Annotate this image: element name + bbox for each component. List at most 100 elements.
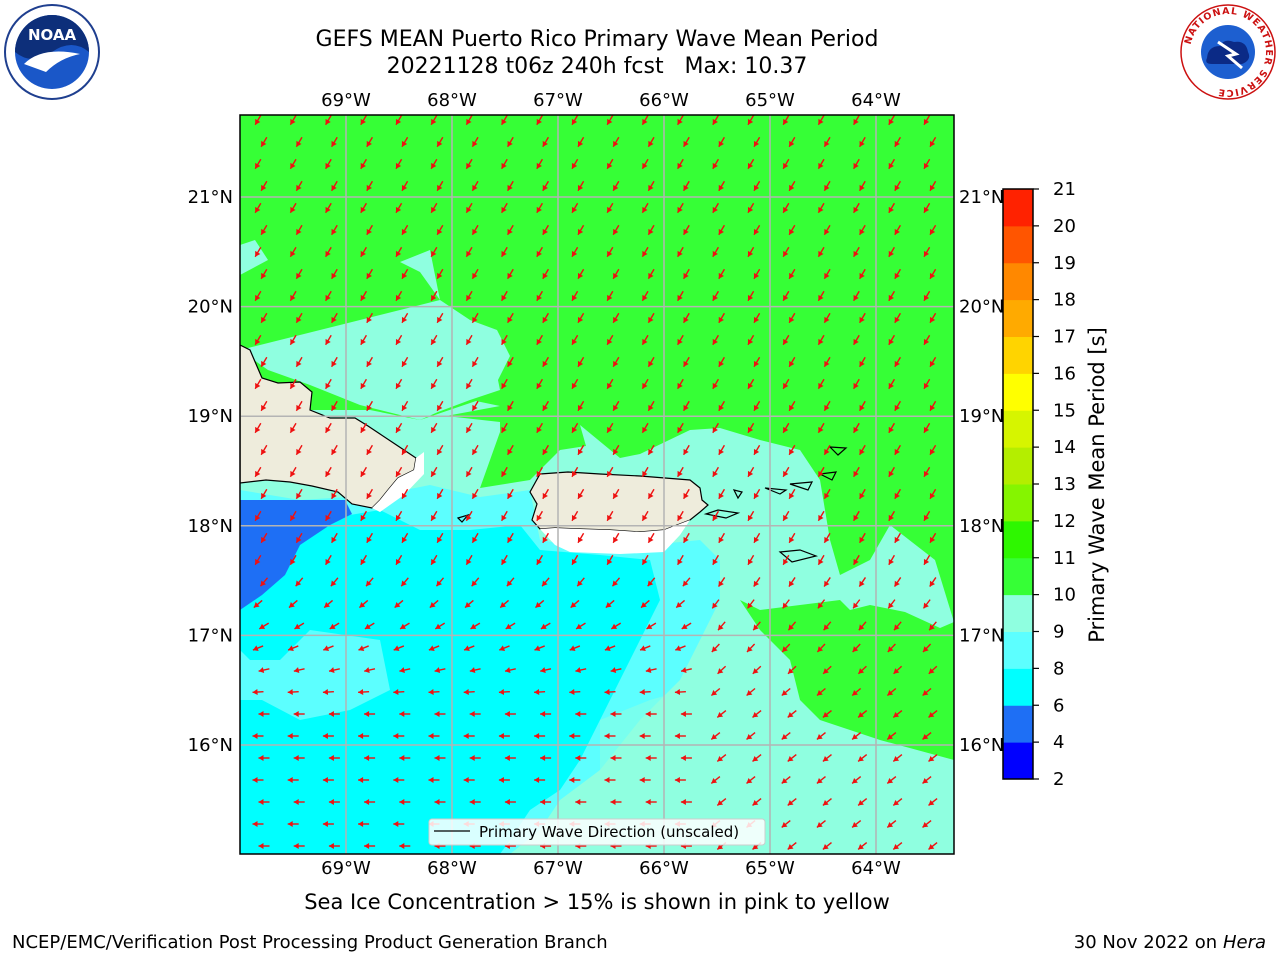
lon-label-top: 68°W xyxy=(427,90,477,111)
wave-arrow-head xyxy=(401,140,408,147)
wave-arrow-head xyxy=(787,799,794,806)
wave-arrow-head xyxy=(507,184,513,191)
wave-arrow-head xyxy=(296,492,302,499)
wave-arrow-head xyxy=(929,448,936,455)
wave-arrow-head xyxy=(817,646,824,652)
wave-arrow-head xyxy=(680,799,686,805)
colorbar-tick-label: 11 xyxy=(1053,548,1076,569)
wave-arrow-head xyxy=(824,404,830,411)
wave-arrow-head xyxy=(472,448,478,455)
wave-arrow-head xyxy=(789,140,795,147)
wave-arrow-head xyxy=(360,470,366,477)
lat-label-left: 17°N xyxy=(188,625,233,646)
colorbar-segment xyxy=(1003,742,1033,780)
wave-arrow-head xyxy=(296,316,302,323)
wave-arrow-head xyxy=(674,733,680,739)
wave-arrow-head xyxy=(366,580,372,587)
hispaniola-land xyxy=(240,344,417,509)
wave-arrow-head xyxy=(753,448,760,455)
wave-arrow-head xyxy=(331,316,337,323)
wave-arrow-head xyxy=(783,250,789,257)
wave-arrow-head xyxy=(472,316,478,323)
wave-arrow-head xyxy=(366,492,372,499)
wave-arrow-head xyxy=(575,799,581,805)
wave-arrow-head xyxy=(466,558,472,565)
wave-arrow-head xyxy=(542,184,548,191)
wave-arrow-head xyxy=(252,645,259,651)
wave-arrow-head xyxy=(296,140,302,147)
wave-arrow-head xyxy=(472,360,478,367)
wave-arrow-head xyxy=(853,338,859,345)
wave-arrow-head xyxy=(852,821,858,828)
wave-arrow-head xyxy=(853,602,859,609)
wave-arrow-head xyxy=(437,492,443,499)
wave-arrow-head xyxy=(929,492,936,499)
wave-arrow-head xyxy=(894,228,900,235)
wave-arrow-head xyxy=(505,623,512,629)
wave-arrow-head xyxy=(258,667,265,674)
wave-arrow-head xyxy=(859,272,865,279)
wave-arrow-head xyxy=(747,118,754,125)
wave-arrow-head xyxy=(288,645,294,651)
wave-arrow-head xyxy=(366,228,372,235)
colorbar-segment xyxy=(1003,373,1033,411)
wave-arrow-head xyxy=(816,821,823,828)
wave-arrow-head xyxy=(437,316,443,323)
wave-arrow-head xyxy=(577,272,584,279)
wave-arrow-head xyxy=(928,755,935,762)
wave-arrow-head xyxy=(324,602,330,608)
wave-arrow-head xyxy=(255,382,261,389)
wave-arrow-head xyxy=(260,580,266,587)
wave-arrow-head xyxy=(676,602,682,608)
wave-arrow-head xyxy=(393,645,400,651)
wave-arrow-head xyxy=(718,580,724,587)
wave-arrow-head xyxy=(893,711,900,718)
wave-arrow-head xyxy=(540,711,546,717)
wave-arrow-head xyxy=(781,690,788,696)
wave-arrow-head xyxy=(859,580,865,587)
wave-arrow-head xyxy=(887,821,894,828)
colorbar-segment xyxy=(1003,557,1033,596)
wave-arrow-head xyxy=(711,777,718,784)
wave-arrow-head xyxy=(683,228,689,235)
wave-arrow-head xyxy=(683,184,689,191)
wave-arrow-head xyxy=(569,689,575,696)
colorbar-label: Primary Wave Mean Period [s] xyxy=(1085,327,1109,643)
wave-arrow-head xyxy=(923,602,929,609)
wave-arrow-head xyxy=(434,711,440,717)
wave-arrow-head xyxy=(499,645,506,651)
wave-arrow-head xyxy=(824,580,830,587)
wave-arrow-head xyxy=(853,206,859,213)
wave-arrow-head xyxy=(577,140,584,147)
wave-arrow-head xyxy=(853,558,859,565)
wave-arrow-head xyxy=(789,228,795,235)
wave-arrow-head xyxy=(677,250,683,257)
colorbar-tick-label: 14 xyxy=(1053,437,1076,458)
wave-arrow-head xyxy=(824,360,830,367)
wave-arrow-head xyxy=(613,536,619,543)
wave-arrow-head xyxy=(789,316,795,323)
wave-arrow-head xyxy=(466,338,472,345)
wave-arrow-head xyxy=(818,382,824,389)
wave-arrow-head xyxy=(607,558,613,565)
wave-arrow-head xyxy=(787,668,794,674)
wave-arrow-head xyxy=(746,733,753,740)
wave-arrow-head xyxy=(401,272,408,279)
wave-arrow-head xyxy=(923,382,930,389)
wave-arrow-head xyxy=(366,360,372,367)
wave-arrow-head xyxy=(498,733,504,739)
map-graticule xyxy=(240,115,954,854)
wave-arrow-head xyxy=(395,514,402,521)
wave-arrow-head xyxy=(261,536,267,543)
wave-arrow-head xyxy=(607,294,613,301)
wave-arrow-head xyxy=(887,733,894,740)
wave-arrow-head xyxy=(613,360,619,367)
wave-arrow-head xyxy=(290,206,296,213)
wave-arrow-head xyxy=(571,514,578,521)
wave-arrow-head xyxy=(645,711,651,717)
wave-arrow-head xyxy=(569,645,576,651)
wave-arrow-head xyxy=(642,294,648,301)
wave-arrow-head xyxy=(431,250,437,257)
wave-arrow-head xyxy=(401,536,408,543)
wave-arrow-head xyxy=(434,799,440,805)
